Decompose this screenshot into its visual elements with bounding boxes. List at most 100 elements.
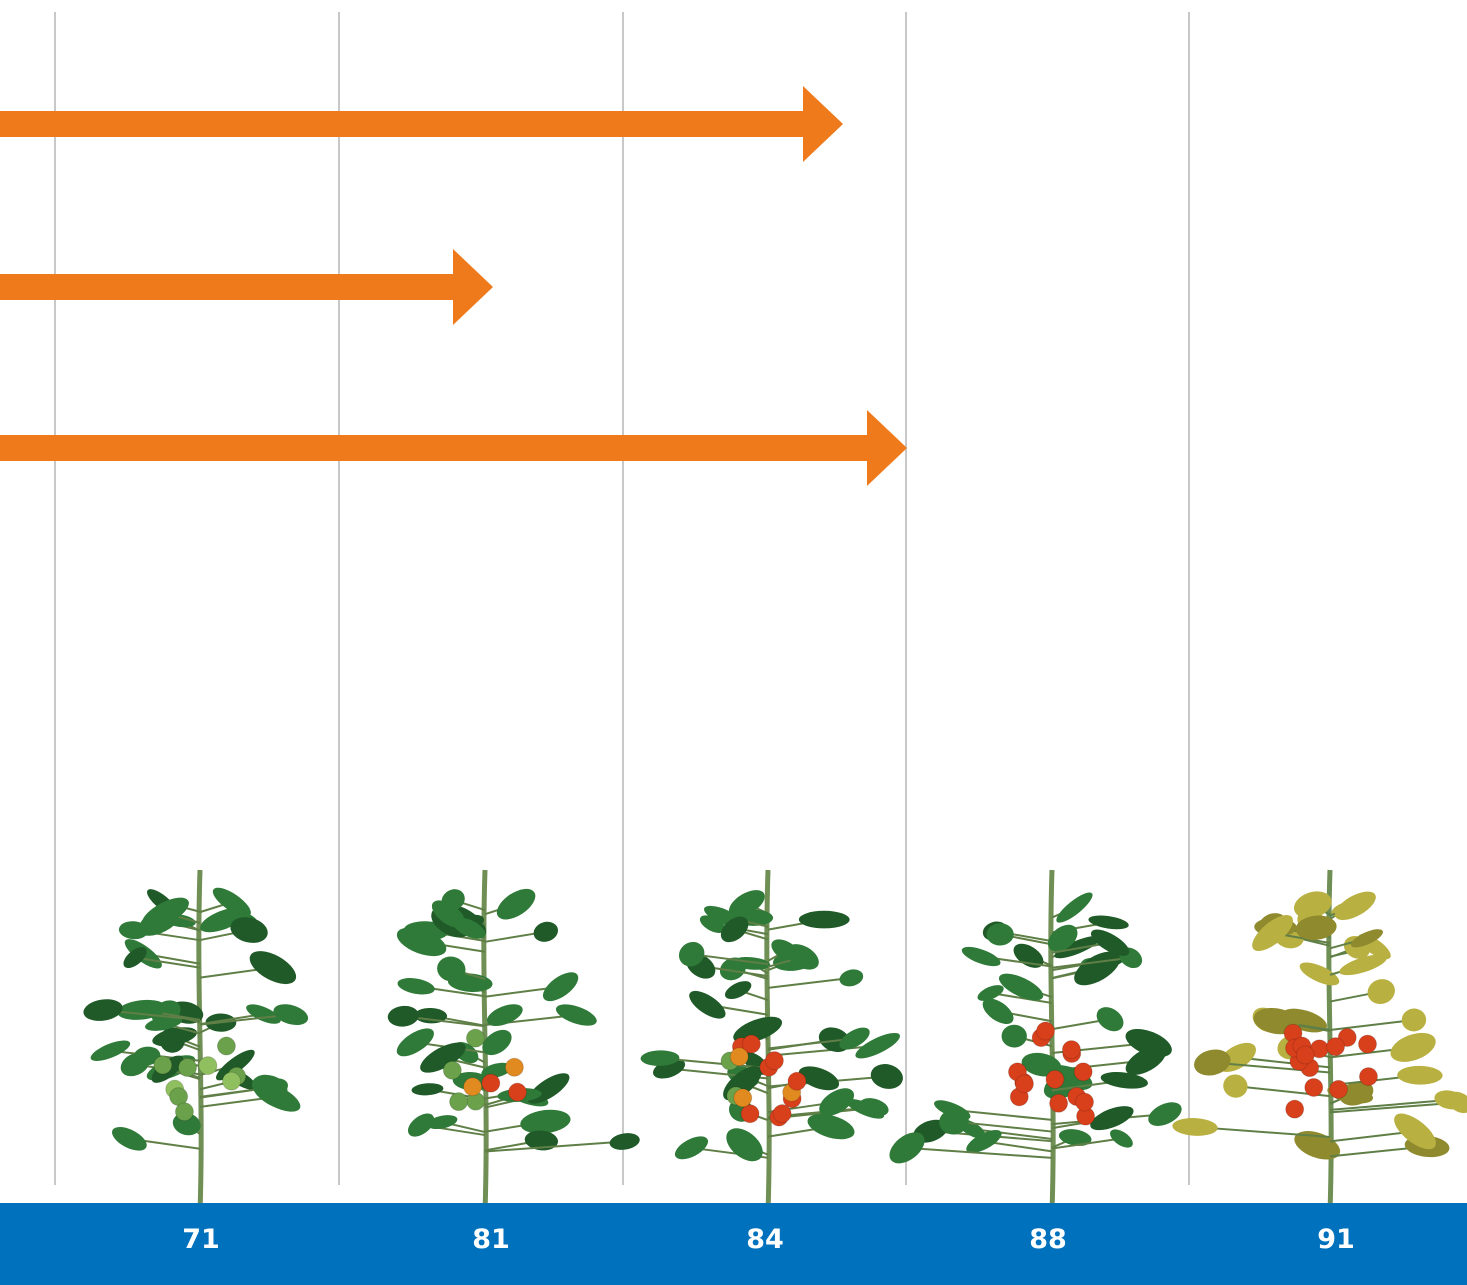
plant-stem [1048, 869, 1056, 1213]
tomato-fruit [153, 1055, 173, 1075]
tomato-fruit [1329, 1079, 1349, 1099]
plant-leaf [786, 944, 819, 970]
plant-leaf [142, 897, 189, 929]
tomato-fruit [178, 1058, 198, 1078]
tomato-plants [83, 869, 1467, 1213]
stage-label-1: 71 [182, 1224, 220, 1255]
plant-leaf [1295, 915, 1337, 940]
plant-leaf [212, 887, 251, 917]
tomato-fruit [481, 1073, 501, 1093]
plant-leaf [839, 969, 864, 987]
plant-leaf [846, 1098, 885, 1119]
plant-leaf [1401, 1008, 1427, 1032]
plant-leaf [1100, 1072, 1148, 1089]
plant-leaf [527, 1073, 570, 1104]
tomato-fruit [1295, 1045, 1315, 1065]
tomato-plant-1 [83, 869, 309, 1213]
plant-branch [1329, 1018, 1415, 1031]
plant-leaf [496, 888, 536, 920]
plant-leaf [689, 990, 726, 1019]
tomato-fruit [216, 1036, 236, 1056]
plant-leaf [699, 915, 726, 933]
plant-leaf [133, 1046, 161, 1066]
plant-leaf [1367, 979, 1395, 1005]
plant-leaf [798, 1066, 840, 1091]
plant-leaf [1194, 1049, 1231, 1076]
stage-label-3: 84 [746, 1224, 784, 1255]
plant-branch [767, 1037, 855, 1050]
stage-label-2: 81 [472, 1224, 510, 1255]
plant-leaf [145, 1016, 183, 1031]
plant-leaf [982, 998, 1014, 1025]
plant-leaf [1090, 929, 1130, 956]
plant-leaf [387, 1005, 419, 1027]
plant-leaf [1334, 891, 1376, 920]
column-dividers [54, 12, 1190, 1185]
plant-leaf [1434, 1090, 1465, 1110]
tomato-fruit [507, 1082, 527, 1102]
tomato-fruit [772, 1104, 792, 1124]
tomato-fruit [1357, 1034, 1377, 1054]
plant-leaf [728, 890, 765, 917]
tomato-plant-5 [1172, 869, 1467, 1213]
plant-branch [990, 992, 1053, 1004]
tomato-fruit [733, 1088, 753, 1108]
plant-leaf [1294, 1131, 1341, 1160]
plant-branch [1051, 956, 1131, 969]
plant-leaf [1058, 1129, 1092, 1146]
plant-leaf [112, 1126, 147, 1151]
tomato-fruit [198, 1056, 218, 1076]
plant-leaf [819, 1088, 855, 1116]
plant-leaf [533, 921, 558, 942]
tomato-fruit [764, 1051, 784, 1071]
plant-leaf [123, 947, 147, 969]
plant-leaf [452, 917, 486, 939]
plant-leaf [1223, 1074, 1248, 1098]
plant-leaf [407, 1113, 435, 1137]
stage-label-5: 91 [1317, 1224, 1355, 1255]
tomato-fruit [1326, 1037, 1346, 1057]
plant-leaf [1047, 924, 1078, 952]
plant-leaf [397, 978, 435, 995]
plant-leaf [839, 1027, 870, 1050]
plant-leaf [83, 999, 123, 1021]
plant-leaf [719, 957, 746, 981]
tomato-fruit [1061, 1040, 1081, 1060]
plant-leaf [724, 981, 752, 1000]
tomato-fruit [1049, 1093, 1069, 1113]
plant-leaf [1299, 962, 1340, 986]
plant-leaf [726, 1128, 763, 1162]
plant-leaf [481, 1062, 512, 1079]
plant-leaf [798, 910, 850, 929]
plant-leaf [807, 1113, 855, 1140]
plant-leaf [520, 1109, 571, 1134]
plant-leaf [1090, 1106, 1134, 1131]
arrow-upper [0, 86, 843, 162]
plant-leaf [420, 1042, 466, 1073]
plant-leaf [555, 1004, 597, 1026]
tomato-fruit [740, 1104, 760, 1124]
stage-footer-bar [0, 1203, 1467, 1285]
plant-leaf [1350, 929, 1383, 948]
plant-branch [1051, 1137, 1122, 1150]
plant-leaf [1252, 915, 1294, 952]
plant-leaf [977, 985, 1004, 1001]
arrow-middle [0, 249, 493, 325]
plant-leaf [486, 1004, 523, 1027]
tomato-fruit [1045, 1069, 1065, 1089]
tomato-plant-4 [889, 869, 1182, 1213]
plant-branch [952, 1108, 1053, 1121]
plant-leaf [1397, 1065, 1443, 1085]
plant-leaf [1394, 1113, 1436, 1150]
tomato-fruit [1358, 1067, 1378, 1087]
plant-leaf [90, 1040, 131, 1061]
plant-leaf [411, 1083, 444, 1096]
plant-leaf [246, 1004, 281, 1024]
plant-leaf [855, 1032, 900, 1059]
tomato-fruit [741, 1034, 761, 1054]
tomato-fruit [729, 1047, 749, 1067]
tomato-fruit [1285, 1099, 1305, 1119]
plant-leaf [1125, 1028, 1172, 1058]
tomato-fruit [1304, 1077, 1324, 1097]
plant-leaf [1390, 1032, 1436, 1062]
